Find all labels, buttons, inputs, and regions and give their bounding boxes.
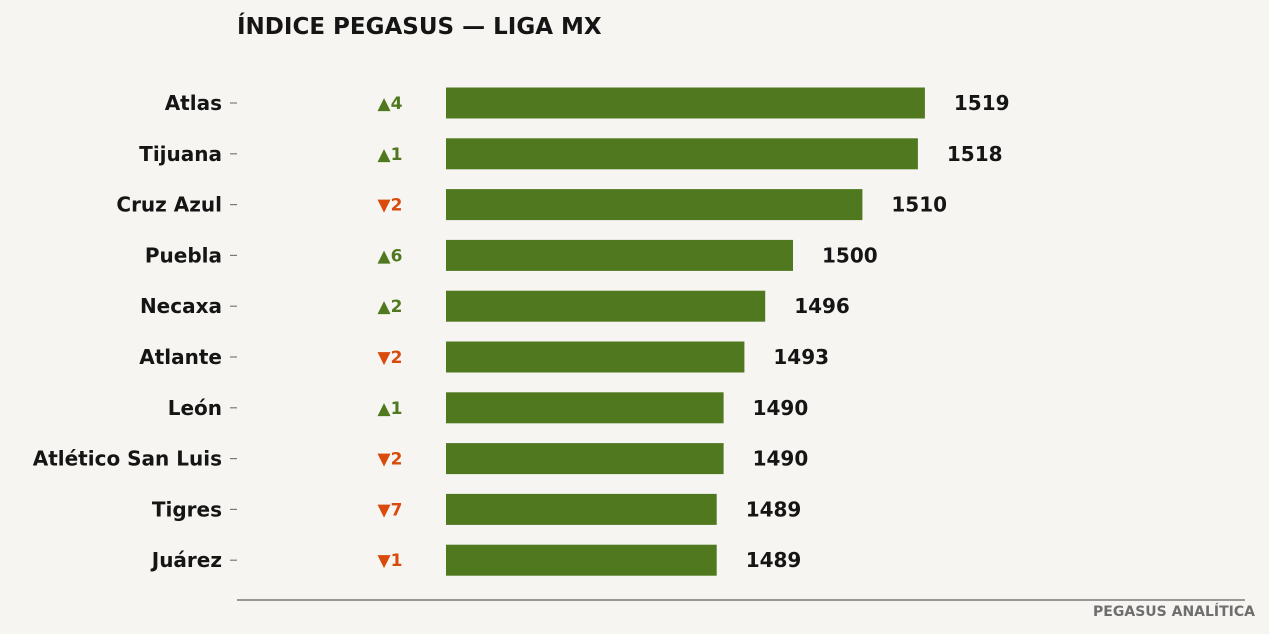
data-label: 1518 (947, 142, 1003, 166)
category-label: Atlético San Luis (33, 447, 222, 471)
category-label: León (168, 396, 222, 420)
data-label: 1490 (753, 396, 809, 420)
category-label: Puebla (145, 243, 222, 267)
bar (446, 392, 724, 424)
category-label: Necaxa (140, 294, 222, 318)
data-label: 1519 (954, 91, 1010, 115)
bar (446, 544, 717, 576)
change-label: ▼2 (378, 196, 403, 216)
category-label: Atlante (139, 345, 222, 369)
bar (446, 189, 863, 221)
category-label: Tijuana (139, 142, 222, 166)
change-label: ▲1 (378, 399, 403, 419)
change-label: ▼1 (378, 551, 403, 571)
change-label: ▼2 (378, 450, 403, 470)
bar (446, 341, 745, 373)
data-label: 1489 (746, 548, 802, 572)
bar (446, 138, 918, 170)
data-label: 1510 (891, 193, 947, 217)
bar (446, 493, 717, 525)
data-label: 1490 (753, 447, 809, 471)
category-label: Cruz Azul (116, 193, 222, 217)
chart-title: ÍNDICE PEGASUS — LIGA MX (237, 12, 602, 40)
category-label: Atlas (165, 91, 222, 115)
bar (446, 443, 724, 475)
data-label: 1493 (773, 345, 829, 369)
change-label: ▼2 (378, 348, 403, 368)
change-label: ▲2 (378, 297, 403, 317)
change-label: ▼7 (378, 500, 403, 520)
bar (446, 290, 766, 322)
data-label: 1500 (822, 243, 878, 267)
data-label: 1489 (746, 497, 802, 521)
category-label: Tigres (152, 497, 222, 521)
change-label: ▲1 (378, 145, 403, 165)
category-label: Juárez (150, 548, 222, 572)
bar (446, 87, 925, 119)
chart-rows: Atlas ▲4 1519 Tijuana ▲1 1518 Cruz Azul ▼2 1510 P… (33, 87, 1010, 576)
change-label: ▲4 (378, 94, 403, 114)
bar (446, 239, 793, 271)
change-label: ▲6 (378, 246, 403, 266)
footer-credit: PEGASUS ANALÍTICA (1093, 603, 1255, 620)
data-label: 1496 (794, 294, 850, 318)
